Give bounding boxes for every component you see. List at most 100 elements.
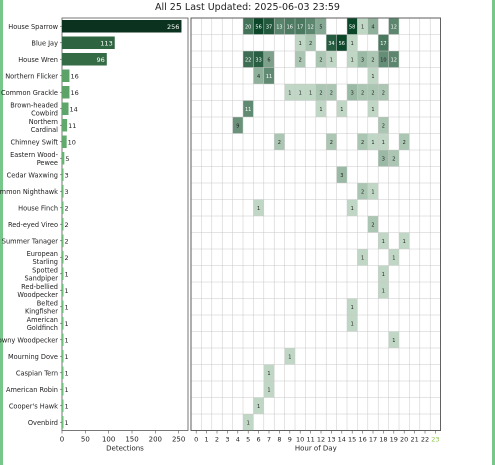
category-label: House Finch [18, 204, 58, 212]
heatmap-cell [336, 34, 347, 51]
bar [62, 251, 64, 264]
heatmap-cell-label: 22 [245, 57, 251, 63]
heatmap-cell [347, 84, 358, 101]
heatmap-cell-label: 3 [382, 156, 385, 162]
heatmap-cell-label: 1 [361, 24, 364, 30]
category-label: Starling [32, 258, 58, 266]
bar [62, 53, 107, 66]
heatmap-cell-label: 56 [339, 41, 345, 47]
heatmap-cell-label: 12 [391, 57, 397, 63]
bar-value-label: 1 [65, 353, 69, 361]
heatmap-cell [399, 232, 410, 249]
heatmap-cell-label: 1 [392, 255, 395, 261]
heatmap-cell-label: 56 [255, 24, 261, 30]
category-label: Cardinal [31, 126, 58, 134]
heatmap-cell-label: 2 [361, 140, 364, 146]
bar [62, 36, 115, 49]
bar-value-label: 1 [65, 403, 69, 411]
heatmap-cell [295, 34, 306, 51]
category-label: Eastern Wood- [10, 151, 59, 159]
heatmap-cell [367, 84, 379, 101]
hour-tick-label: 17 [369, 436, 377, 444]
heatmap-cell-label: 17 [380, 41, 386, 47]
heatmap-cell-label: 2 [382, 90, 385, 96]
hour-tick-label: 15 [348, 436, 356, 444]
bar-value-label: 1 [65, 271, 69, 279]
bar [62, 317, 64, 330]
heatmap-cell-label: 1 [382, 239, 385, 245]
bar [62, 234, 64, 247]
bar-value-label: 16 [70, 89, 78, 97]
hour-tick-label: 11 [306, 436, 314, 444]
heatmap-cell [295, 84, 306, 101]
category-label: Goldfinch [27, 324, 58, 332]
heatmap-cell [253, 67, 264, 84]
heatmap-cell [367, 18, 379, 35]
hour-tick-label: 3 [225, 436, 229, 444]
bar-value-label: 10 [68, 139, 76, 147]
bar-value-label: 5 [65, 155, 69, 163]
bar-plot-area [61, 17, 189, 431]
heatmap-cell-label: 37 [266, 24, 272, 30]
bar-value-label: 1 [65, 320, 69, 328]
heatmap-cell [378, 117, 389, 134]
bar [62, 366, 64, 379]
heatmap-cell [295, 18, 306, 35]
heatmap-cell-label: 58 [349, 24, 355, 30]
heatmap-cell [315, 84, 327, 101]
bar-value-label: 11 [68, 122, 76, 130]
bar-value-label: 113 [100, 40, 112, 48]
hour-tick-label: 4 [236, 436, 240, 444]
heatmap-cell-label: 12 [391, 24, 397, 30]
heatmap-cell-label: 1 [351, 305, 354, 311]
bar-value-label: 1 [65, 386, 69, 394]
heatmap-cell-label: 1 [288, 354, 291, 360]
heatmap-cell-label: 1 [299, 41, 302, 47]
hour-tick-label: 18 [379, 436, 387, 444]
heatmap-cell [347, 298, 358, 315]
heatmap-cell-label: 1 [299, 90, 302, 96]
bar [62, 383, 64, 396]
heatmap-cell-label: 1 [309, 90, 312, 96]
heatmap-cell-label: 1 [267, 387, 270, 393]
hour-tick-label: 20 [400, 436, 408, 444]
heatmap-cell [243, 100, 254, 117]
page-title: All 25 Last Updated: 2025-06-03 23:59 [155, 2, 340, 13]
hour-tick-label: 7 [267, 436, 271, 444]
bar-value-label: 1 [65, 419, 69, 427]
bar [62, 300, 64, 313]
heatmap-cell-label: 1 [351, 41, 354, 47]
heatmap-cell [347, 18, 358, 35]
heatmap-cell [315, 18, 327, 35]
window-left-edge [0, 0, 3, 465]
heatmap-cell [232, 117, 243, 134]
heatmap-cell [378, 282, 389, 299]
bar-value-label: 1 [65, 337, 69, 345]
category-label: Downy Woodpecker [0, 336, 58, 344]
category-label: Blue Jay [31, 39, 58, 47]
heatmap-cell-label: 1 [382, 288, 385, 294]
hour-tick-label: 8 [277, 436, 281, 444]
hour-tick-label: 0 [194, 436, 198, 444]
category-label: House Sparrow [8, 23, 58, 31]
heatmap-cell [378, 84, 389, 101]
bar [62, 86, 70, 99]
heatmap-cell [378, 232, 389, 249]
heatmap-cell-label: 1 [351, 57, 354, 63]
category-label: Brown-headed [10, 101, 58, 109]
category-label: Common Grackle [1, 89, 58, 97]
heatmap-cell-label: 1 [371, 74, 374, 80]
heatmap-cell-label: 1 [267, 371, 270, 377]
heatmap-cell-label: 1 [257, 404, 260, 410]
heatmap-cell-label: 2 [371, 90, 374, 96]
heatmap-cell [347, 199, 358, 216]
heatmap-cell-label: 1 [382, 140, 385, 146]
heatmap-cell-label: 1 [361, 255, 364, 261]
heatmap-cell [305, 34, 316, 51]
heatmap-cell [305, 18, 316, 35]
category-label: American Robin [6, 386, 58, 394]
hour-tick-label: 21 [410, 436, 418, 444]
heatmap-cell-label: 2 [382, 123, 385, 129]
